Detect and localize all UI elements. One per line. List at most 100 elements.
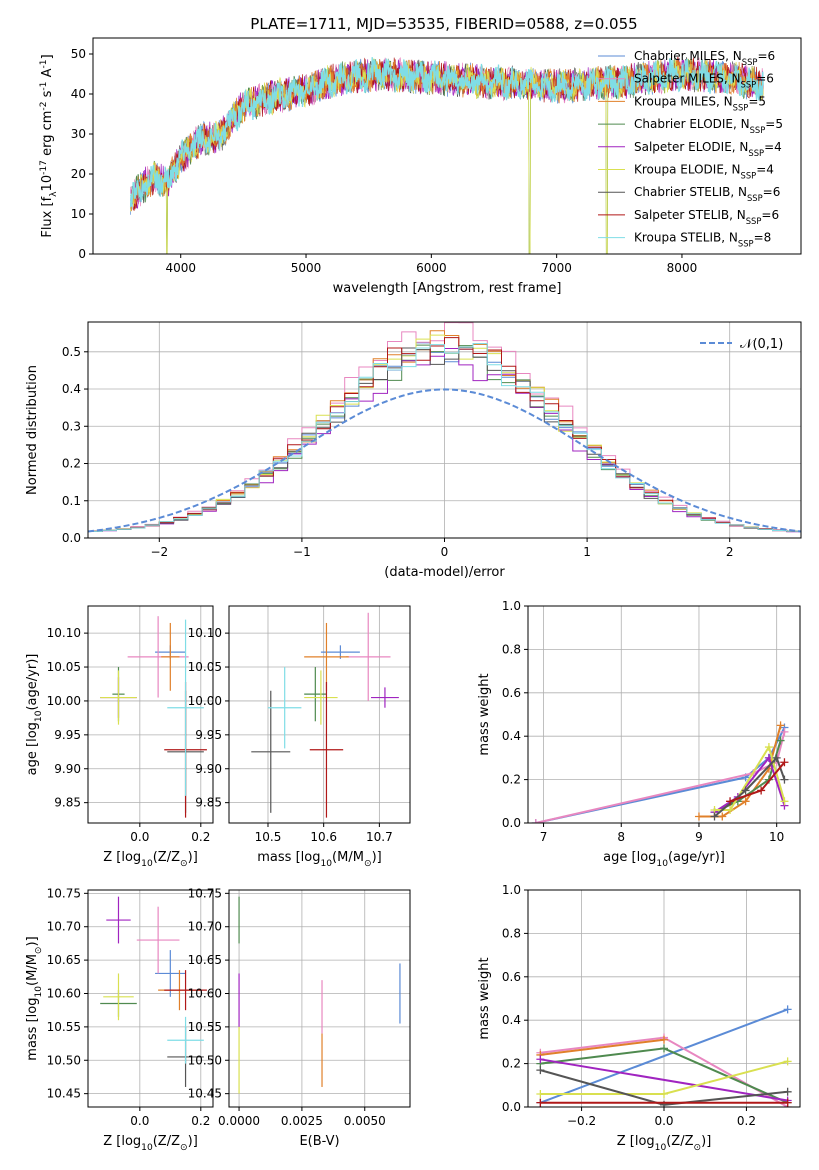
weight-marker <box>783 1057 792 1066</box>
x-axis-label: age [log10(age/yr)] <box>603 850 725 869</box>
y-tick-label: 10.05 <box>47 660 81 674</box>
weight-marker <box>536 1066 545 1075</box>
panel-massweight_vs_Z: −0.2 0.0 0.2 0.0 0.2 0.4 0.6 0.8 1.0 Z [log10(Z/Z… <box>477 883 801 1153</box>
y-tick-label: 9.90 <box>54 762 81 776</box>
x-tick-label: 0.0025 <box>281 1114 323 1128</box>
y-tick-label: 0.4 <box>62 382 81 396</box>
weight-line <box>713 755 786 813</box>
y-tick-label: 9.95 <box>54 728 81 742</box>
x-tick-label: 4000 <box>165 261 196 275</box>
plot-area <box>129 56 764 254</box>
y-tick-label: 0 <box>78 247 86 261</box>
y-tick-label: 10.65 <box>47 953 81 967</box>
y-tick-label: 10.65 <box>188 953 222 967</box>
weight-marker <box>783 1005 792 1014</box>
weight-marker <box>726 805 735 814</box>
y-tick-label: 9.95 <box>195 728 222 742</box>
x-tick-label: 9 <box>695 830 703 844</box>
y-tick-label: 0.3 <box>62 419 81 433</box>
weight-marker <box>694 812 703 821</box>
x-axis-label: wavelength [Angstrom, rest frame] <box>333 281 562 296</box>
plot-area <box>88 322 801 538</box>
y-tick-label: 10.00 <box>47 694 81 708</box>
weight-marker <box>536 1055 545 1064</box>
weight-marker <box>741 797 750 806</box>
weight-marker <box>757 786 766 795</box>
weight-marker <box>776 736 785 745</box>
y-tick-label: 20 <box>71 167 86 181</box>
y-axis-label: Normed distribution <box>25 365 40 495</box>
y-tick-label: 10.55 <box>188 1020 222 1034</box>
x-tick-label: 10.7 <box>366 830 393 844</box>
x-tick-label: 1 <box>583 545 591 559</box>
x-tick-label: 7 <box>540 830 548 844</box>
weight-marker <box>536 1098 545 1107</box>
y-tick-label: 0.6 <box>502 970 521 984</box>
axes-frame <box>228 605 411 824</box>
y-tick-label: 10.50 <box>188 1053 222 1067</box>
axes-frame <box>527 605 801 824</box>
figure-title: PLATE=1711, MJD=53535, FIBERID=0588, z=0… <box>250 15 637 33</box>
weight-marker <box>780 797 789 806</box>
weight-marker <box>780 758 789 767</box>
y-tick-label: 1.0 <box>502 599 521 613</box>
y-tick-label: 10.50 <box>47 1053 81 1067</box>
y-tick-label: 10.45 <box>188 1087 222 1101</box>
y-tick-label: 40 <box>71 87 86 101</box>
y-tick-label: 50 <box>71 47 86 61</box>
legend: Chabrier MILES, NSSP=6 Salpeter MILES, NS… <box>598 49 783 249</box>
plot-area <box>238 896 401 1094</box>
y-tick-label: 10.70 <box>47 920 81 934</box>
panel-massweight_vs_age: 7 8 9 10 0.0 0.2 0.4 0.6 0.8 1.0 age [log10(age/yr… <box>477 599 801 869</box>
x-axis-label: E(B-V) <box>299 1134 339 1149</box>
panel-mass_vs_Z: 0.0 0.2 10.45 10.50 10.55 10.60 10.65 10.70 10.7… <box>25 886 214 1153</box>
legend-label: Salpeter STELIB, NSSP=6 <box>634 208 779 226</box>
weight-marker <box>726 797 735 806</box>
axes-frame <box>87 605 214 824</box>
x-tick-label: 0 <box>441 545 449 559</box>
x-tick-label: 0.2 <box>191 830 210 844</box>
weight-marker <box>531 819 540 823</box>
weight-marker <box>660 1044 668 1053</box>
plot-area <box>536 1005 792 1107</box>
y-tick-label: 0.6 <box>502 686 521 700</box>
plot-area <box>531 721 789 823</box>
x-tick-label: 2 <box>726 545 734 559</box>
normal-curve <box>88 388 801 533</box>
x-tick-label: 0.0050 <box>344 1114 386 1128</box>
weight-marker <box>783 1098 792 1107</box>
weight-marker <box>783 1087 792 1096</box>
weight-marker <box>660 1035 668 1044</box>
weight-marker <box>780 727 789 736</box>
plot-area <box>100 896 207 1087</box>
y-tick-label: 10.75 <box>188 886 222 900</box>
axes-frame <box>228 889 411 1108</box>
weight-marker <box>660 1089 668 1098</box>
legend-label: Chabrier STELIB, NSSP=6 <box>634 185 780 203</box>
x-axis-label: Z [log10(Z/Z⊙)] <box>103 1134 198 1153</box>
legend-label: Kroupa ELODIE, NSSP=4 <box>634 163 774 181</box>
x-tick-label: 10.6 <box>310 830 337 844</box>
x-tick-label: 8 <box>617 830 625 844</box>
x-axis-label: (data-model)/error <box>384 565 505 580</box>
legend-label: Kroupa MILES, NSSP=5 <box>634 94 766 112</box>
y-tick-label: 10.05 <box>188 660 222 674</box>
y-axis-label: mass [log10(M/M⊙)] <box>25 936 44 1060</box>
x-tick-label: 10.5 <box>255 830 282 844</box>
plot-area <box>251 612 399 818</box>
y-tick-label: 0.4 <box>502 729 521 743</box>
y-tick-label: 10.60 <box>47 986 81 1000</box>
x-tick-label: 5000 <box>291 261 322 275</box>
y-tick-label: 0.2 <box>502 773 521 787</box>
legend-label: Chabrier ELODIE, NSSP=5 <box>634 117 783 135</box>
spectrum-line <box>129 57 764 208</box>
x-tick-label: 10 <box>769 830 784 844</box>
y-tick-label: 0.8 <box>502 642 521 656</box>
y-tick-label: 1.0 <box>502 883 521 897</box>
y-tick-label: 0.5 <box>62 345 81 359</box>
y-axis-label: Flux [fλ10-17 erg cm-2 s-1 A-1] <box>39 54 59 237</box>
panel-residuals: −2 −1 0 1 2 0.0 0.1 0.2 0.3 0.4 0.5 (data-model)/er… <box>25 321 802 580</box>
weight-marker <box>718 812 727 821</box>
y-tick-label: 9.85 <box>54 796 81 810</box>
